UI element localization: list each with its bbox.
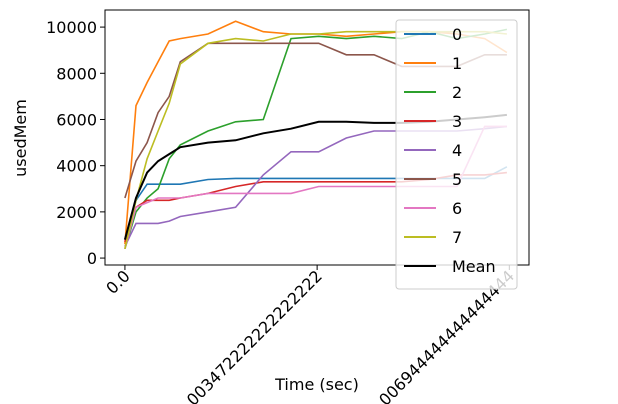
legend-label: 5	[452, 170, 462, 189]
legend-label: 3	[452, 112, 462, 131]
legend-label: 1	[452, 54, 462, 73]
y-axis-label: usedMem	[11, 99, 30, 177]
x-axis-label: Time (sec)	[274, 375, 359, 394]
legend-label: 7	[452, 228, 462, 247]
y-tick-label: 2000	[56, 203, 97, 222]
y-tick-label: 8000	[56, 64, 97, 83]
legend-label: Mean	[452, 257, 496, 276]
y-tick-label: 4000	[56, 157, 97, 176]
legend-label: 2	[452, 83, 462, 102]
x-tick-label: 0.0	[102, 266, 133, 297]
legend-box	[395, 19, 518, 290]
legend-label: 6	[452, 199, 462, 218]
y-tick-label: 0	[87, 249, 97, 268]
y-tick-label: 10000	[46, 18, 97, 37]
y-tick-label: 6000	[56, 110, 97, 129]
legend-label: 4	[452, 141, 462, 160]
axes-frame	[104, 9, 530, 266]
legend-label: 0	[452, 25, 462, 44]
